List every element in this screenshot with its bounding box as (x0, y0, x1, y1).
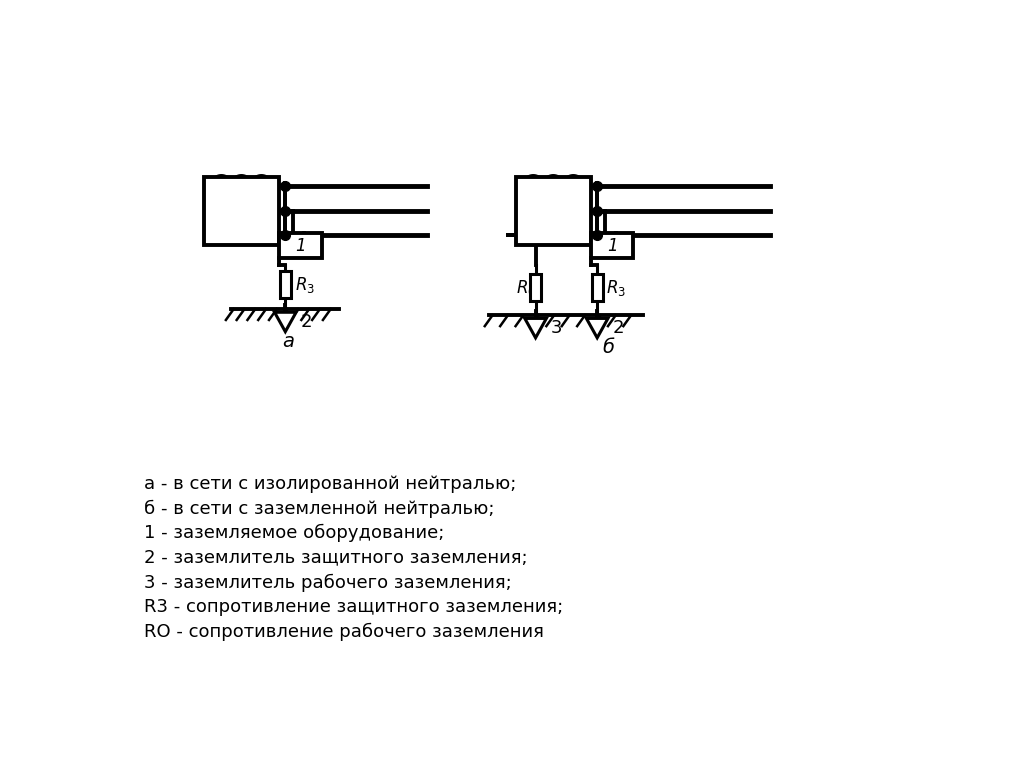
Text: 2 - заземлитель защитного заземления;: 2 - заземлитель защитного заземления; (144, 548, 528, 567)
Text: $R_3$: $R_3$ (295, 275, 314, 295)
Polygon shape (587, 318, 608, 337)
Text: а: а (283, 332, 295, 351)
Text: $R_3$: $R_3$ (606, 278, 627, 298)
Bar (530, 274, 541, 301)
Text: 3: 3 (551, 319, 562, 337)
Text: б - в сети с заземленной нейтралью;: б - в сети с заземленной нейтралью; (144, 499, 495, 518)
Bar (204, 176, 280, 245)
Text: 1: 1 (607, 237, 617, 255)
Bar (591, 233, 634, 258)
Text: 1: 1 (295, 237, 305, 255)
Polygon shape (524, 318, 547, 337)
Bar (280, 233, 322, 258)
Polygon shape (274, 312, 296, 331)
Text: 3 - заземлитель рабочего заземления;: 3 - заземлитель рабочего заземления; (144, 573, 512, 591)
Text: 2: 2 (612, 319, 624, 337)
Text: 2: 2 (301, 313, 312, 331)
Text: R3 - сопротивление защитного заземления;: R3 - сопротивление защитного заземления; (144, 598, 563, 616)
Text: 1 - заземляемое оборудование;: 1 - заземляемое оборудование; (144, 524, 444, 542)
Bar (280, 271, 291, 298)
Text: а - в сети с изолированной нейтралью;: а - в сети с изолированной нейтралью; (144, 475, 517, 492)
Text: б: б (602, 338, 614, 357)
Bar (515, 176, 591, 245)
Text: RO - сопротивление рабочего заземления: RO - сопротивление рабочего заземления (144, 623, 545, 640)
Text: $R_0$: $R_0$ (516, 278, 537, 298)
Bar (592, 274, 602, 301)
